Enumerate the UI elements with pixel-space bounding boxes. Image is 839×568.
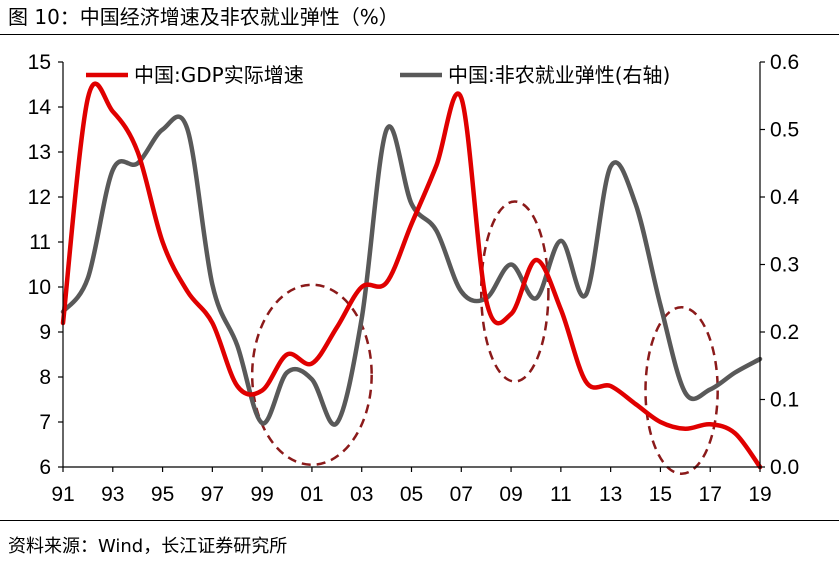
- left-axis-tick-label: 15: [28, 51, 51, 74]
- source-note: 资料来源：Wind，长江证券研究所: [8, 536, 288, 557]
- x-axis-tick-label: 11: [550, 483, 572, 506]
- x-axis-tick-label: 19: [748, 483, 771, 506]
- gdp-growth-line: [60, 81, 763, 470]
- x-axis-tick-label: 03: [350, 483, 373, 506]
- x-axis-tick-label: 97: [201, 483, 224, 506]
- x-axis-tick-label: 15: [649, 483, 672, 506]
- left-axis-tick-label: 7: [39, 411, 51, 434]
- x-axis-tick-label: 93: [101, 483, 124, 506]
- left-axis-tick-label: 13: [28, 141, 51, 164]
- legend-label-2: 中国:非农就业弹性(右轴): [448, 63, 670, 87]
- annotation-layer: [250, 200, 719, 475]
- right-axis-tick-label: 0.3: [770, 254, 799, 277]
- series-layer: [60, 81, 763, 470]
- left-axis-tick-label: 10: [28, 276, 51, 299]
- figure-title: 图 10：中国经济增速及非农就业弹性（%）: [8, 5, 399, 29]
- right-axis-tick-label: 0.1: [770, 389, 799, 412]
- left-axis-tick-label: 8: [39, 366, 51, 389]
- employment-elasticity-line: [60, 114, 763, 427]
- left-axis-tick-label: 6: [39, 456, 51, 479]
- left-axis-tick-label: 14: [28, 96, 52, 119]
- left-axis-tick-label: 11: [29, 231, 51, 254]
- right-axis-tick-label: 0.2: [770, 321, 799, 344]
- x-axis-tick-label: 91: [51, 483, 74, 506]
- highlight-ellipse-2: [479, 200, 550, 383]
- title-divider: [0, 34, 839, 35]
- left-axis-tick-label: 9: [39, 321, 51, 344]
- right-axis-tick-label: 0.4: [770, 186, 800, 209]
- x-axis-tick-label: 17: [699, 483, 722, 506]
- x-axis-tick-label: 13: [599, 483, 622, 506]
- source-divider: [0, 520, 839, 521]
- legend: 中国:GDP实际增速 中国:非农就业弹性(右轴): [86, 63, 670, 87]
- left-axis-tick-label: 12: [28, 186, 51, 209]
- highlight-ellipse-3: [644, 306, 719, 475]
- x-axis-tick-label: 05: [400, 483, 423, 506]
- right-axis-tick-label: 0.6: [770, 51, 799, 74]
- right-axis-tick-label: 0.0: [770, 456, 799, 479]
- x-axis-tick-label: 09: [499, 483, 522, 506]
- x-axis-tick-label: 95: [151, 483, 174, 506]
- highlight-ellipse-1: [250, 283, 373, 466]
- x-axis-tick-label: 07: [450, 483, 473, 506]
- axes-layer: 6 7 8 9 10 11 12 13 14 15 0.0 0.1 0.2 0.3 0.4 0.5 0.6 91 9…: [28, 51, 800, 506]
- legend-label-1: 中国:GDP实际增速: [134, 63, 304, 87]
- x-axis-tick-label: 99: [250, 483, 273, 506]
- x-axis-tick-label: 01: [300, 483, 323, 506]
- right-axis-tick-label: 0.5: [770, 119, 799, 142]
